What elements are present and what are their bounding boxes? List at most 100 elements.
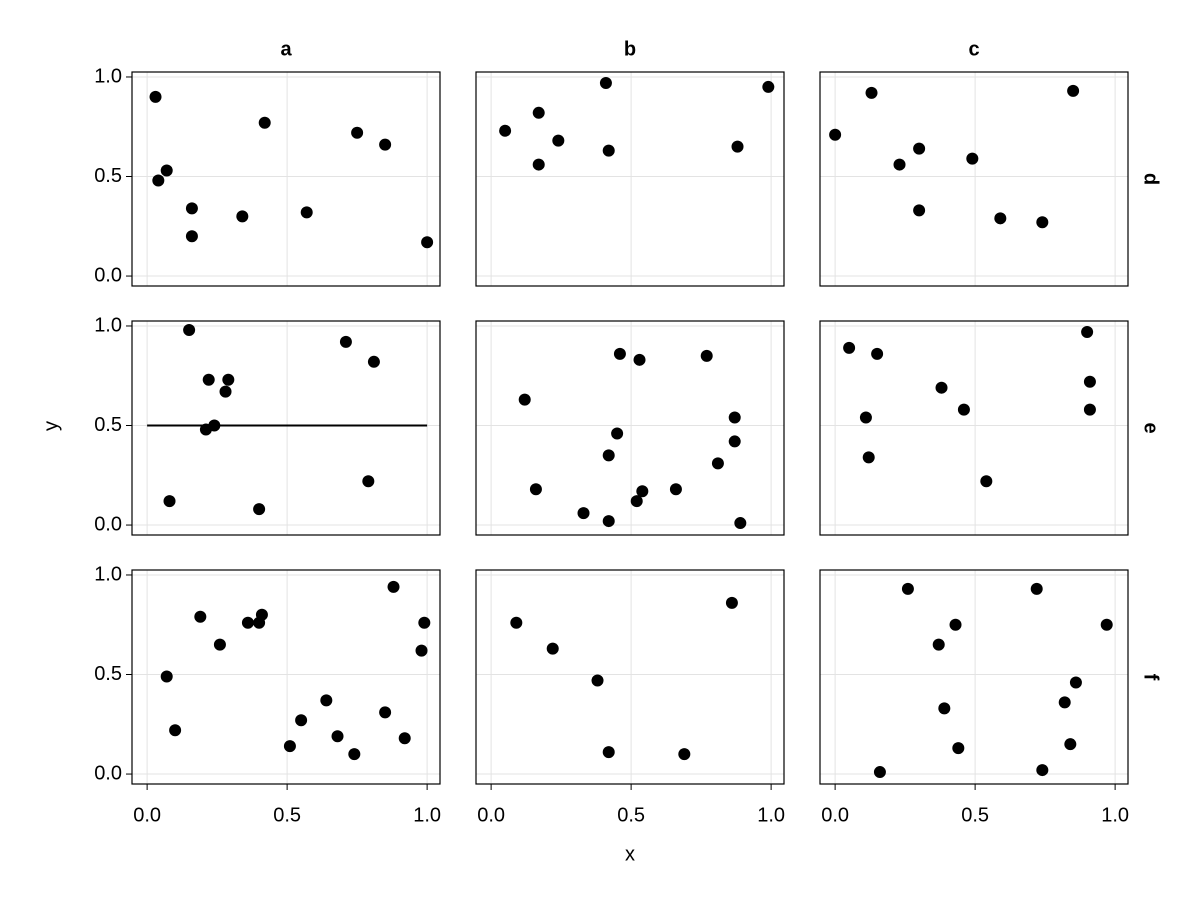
row-label: f [1140,674,1162,681]
point [398,732,411,745]
point [1036,764,1049,777]
point [602,746,615,759]
point [728,435,741,448]
point [255,608,268,621]
x-tick-label: 0.5 [273,804,301,826]
point [194,610,207,623]
point [938,702,951,715]
point [183,323,196,336]
point [602,449,615,462]
point [966,152,979,165]
point [202,373,215,386]
point [362,475,375,488]
point [546,642,559,655]
point [415,644,428,657]
point [169,724,182,737]
point [871,347,884,360]
point [611,427,624,440]
point [160,670,173,683]
point [163,495,176,508]
point [348,748,361,761]
point [1083,403,1096,416]
point [630,495,643,508]
point [241,616,254,629]
point [901,582,914,595]
point [873,766,886,779]
y-tick-label: 1.0 [94,314,122,336]
point [762,80,775,93]
point [367,355,380,368]
point [552,134,565,147]
point [728,411,741,424]
point [1069,676,1082,689]
column-label: b [624,38,636,60]
panel-frame [475,71,785,287]
point [351,126,364,139]
point [160,164,173,177]
column-label: c [968,38,979,60]
point [935,381,948,394]
point [731,140,744,153]
point [949,618,962,631]
column-label: a [280,38,292,60]
point [859,411,872,424]
point [149,90,162,103]
panel-frame [131,320,441,536]
point [331,730,344,743]
point [913,204,926,217]
point [283,740,296,753]
point [932,638,945,651]
point [339,335,352,348]
point [1067,84,1080,97]
point [1081,325,1094,338]
point [236,210,249,223]
y-tick-label: 0.5 [94,165,122,187]
point [421,236,434,249]
point [213,638,226,651]
point [222,373,235,386]
point [577,507,590,520]
panel-frame [819,71,1129,287]
point [379,706,392,719]
point [602,515,615,528]
point [829,128,842,141]
point [152,174,165,187]
point [980,475,993,488]
point [510,616,523,629]
point [1064,738,1077,751]
point [599,76,612,89]
y-axis-label: y [40,421,62,431]
point [669,483,682,496]
point [253,503,266,516]
point [602,144,615,157]
point [952,742,965,755]
x-tick-label: 1.0 [1101,804,1129,826]
row-label: e [1140,422,1162,433]
x-tick-label: 0.0 [477,804,505,826]
point [532,106,545,119]
point [185,202,198,215]
x-tick-label: 0.0 [133,804,161,826]
y-tick-label: 0.5 [94,414,122,436]
point [1036,216,1049,229]
panel-frame [131,71,441,287]
point [1100,618,1113,631]
point [1083,375,1096,388]
point [957,403,970,416]
point [913,142,926,155]
point [994,212,1007,225]
point [418,616,431,629]
point [532,158,545,171]
point [518,393,531,406]
x-tick-label: 1.0 [757,804,785,826]
point [893,158,906,171]
panel-frame [475,320,785,536]
x-tick-label: 0.5 [617,804,645,826]
y-tick-label: 1.0 [94,563,122,585]
point [700,349,713,362]
point [613,347,626,360]
point [591,674,604,687]
point [862,451,875,464]
point [379,138,392,151]
point [219,385,232,398]
